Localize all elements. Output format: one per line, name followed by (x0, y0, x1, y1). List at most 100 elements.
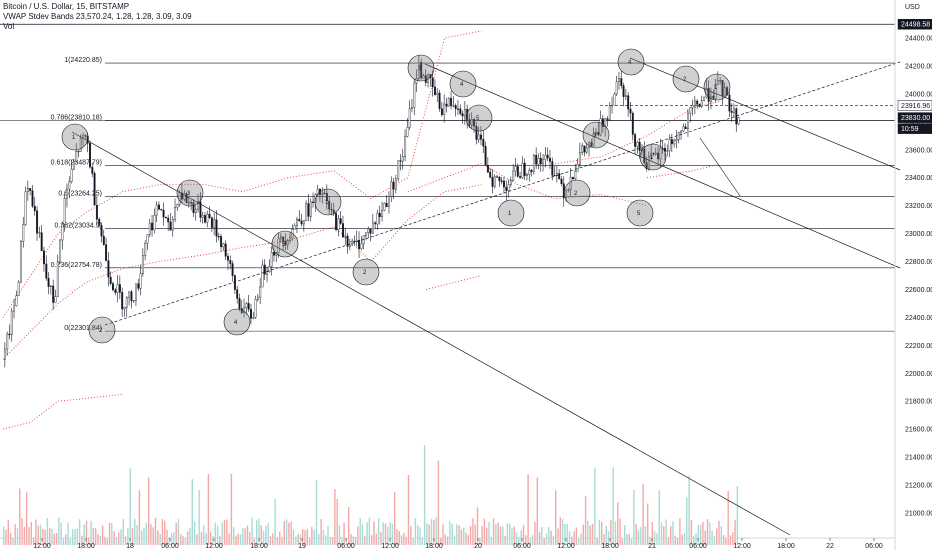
volume-bar (488, 522, 490, 545)
volume-bar (676, 537, 679, 545)
time-tick-label: 20 (474, 543, 482, 550)
wave-number-label: 3 (187, 191, 191, 197)
volume-bar (315, 480, 318, 545)
candle-body (250, 308, 252, 319)
volume-bar (534, 521, 536, 545)
volume-indicator-legend[interactable]: Vol (3, 22, 15, 31)
candle-body (268, 266, 271, 272)
candle-body (452, 105, 455, 107)
fib-level-label: 0.786(23810.18) (51, 114, 102, 121)
wave-circle[interactable] (176, 179, 204, 207)
candle-body (415, 78, 418, 84)
candle-body (59, 239, 62, 263)
price-badge[interactable] (897, 112, 932, 123)
volume-bar (515, 532, 518, 545)
volume-bar (49, 528, 51, 545)
vwap-indicator-legend[interactable]: VWAP Stdev Bands 23,570.24, 1.28, 1.28, … (3, 12, 192, 21)
volume-bar (12, 537, 14, 545)
candle-body (470, 119, 473, 126)
volume-bar (564, 524, 566, 545)
volume-bar (76, 528, 78, 545)
wave-circle[interactable] (61, 123, 89, 151)
price-badge[interactable] (897, 123, 932, 134)
candle-body (6, 333, 9, 350)
volume-bar (430, 519, 433, 545)
volume-bar (481, 526, 483, 545)
uptrend-dashed[interactable] (104, 61, 901, 326)
volume-bar (85, 520, 88, 545)
volume-bar (706, 519, 709, 545)
candle-body (542, 159, 545, 165)
candle-body (498, 176, 501, 182)
volume-bar (7, 519, 9, 545)
wave-circle[interactable] (449, 70, 477, 98)
candle-body (627, 95, 630, 110)
price-badge[interactable] (897, 18, 932, 30)
candle-body (93, 173, 96, 206)
time-tick-label: 12:00 (381, 543, 399, 550)
wave-circle[interactable] (314, 188, 342, 216)
candle-body (496, 176, 499, 178)
candle-body (535, 155, 538, 165)
wave-circle[interactable] (617, 48, 645, 76)
wave-circle[interactable] (626, 199, 654, 227)
wave-circle[interactable] (582, 121, 610, 149)
volume-bar (499, 526, 502, 545)
volume-bar (405, 536, 407, 545)
candle-body (705, 87, 708, 98)
wave-circle[interactable] (223, 308, 251, 336)
candle-body (238, 298, 241, 309)
volume-bar (177, 519, 180, 545)
candle-body (160, 209, 163, 211)
time-tick-label: 18:00 (777, 543, 795, 550)
candle-body (61, 224, 64, 241)
short-line[interactable] (699, 137, 741, 197)
candle-body (680, 130, 683, 133)
wave-circle[interactable] (497, 199, 525, 227)
volume-bar (359, 518, 361, 545)
candle-body (507, 184, 510, 191)
candle-body (125, 296, 128, 308)
volume-bar (226, 519, 228, 545)
volume-bar (400, 535, 403, 545)
volume-bar (295, 536, 297, 545)
candle-body (298, 218, 301, 222)
wave-circle[interactable] (639, 143, 667, 171)
symbol-title[interactable]: Bitcoin / U.S. Dollar, 15, BITSTAMP (3, 2, 130, 11)
wave-number-label: 5 (282, 242, 286, 248)
candle-body (118, 284, 121, 293)
volume-bar (118, 532, 120, 545)
wave-circle[interactable] (88, 316, 116, 344)
volume-bar (619, 518, 621, 545)
candle-body (335, 213, 338, 230)
channel-line-lower[interactable] (629, 57, 901, 171)
downtrend-line[interactable] (71, 131, 791, 536)
wave-circle[interactable] (352, 258, 380, 286)
candle-body (687, 112, 689, 130)
candle-body (98, 219, 101, 226)
volume-bar (419, 527, 421, 545)
volume-bar (679, 518, 681, 545)
volume-bar (527, 474, 529, 545)
candle-body (164, 217, 167, 219)
volume-bar (122, 519, 124, 545)
fib-level-label: 0.382(23034.9) (55, 223, 102, 230)
volume-bar (104, 536, 106, 545)
volume-bar (21, 517, 23, 545)
wave-circle[interactable] (703, 73, 731, 101)
candle-body (24, 191, 27, 225)
wave-circle[interactable] (672, 65, 700, 93)
fib-retracement: 1(24220.85) 0.786(23810.18) 0.618(23487.79… (0, 23, 895, 332)
wave-circle[interactable] (465, 104, 493, 132)
volume-bar (233, 527, 235, 545)
wave-circle[interactable] (407, 54, 435, 82)
volume-bar (628, 534, 630, 545)
candle-body (167, 217, 170, 223)
wave-circle[interactable] (563, 179, 591, 207)
wave-circle[interactable] (271, 230, 299, 258)
volume-bar (297, 534, 299, 545)
candle-body (240, 308, 243, 314)
price-badge[interactable] (897, 100, 932, 111)
